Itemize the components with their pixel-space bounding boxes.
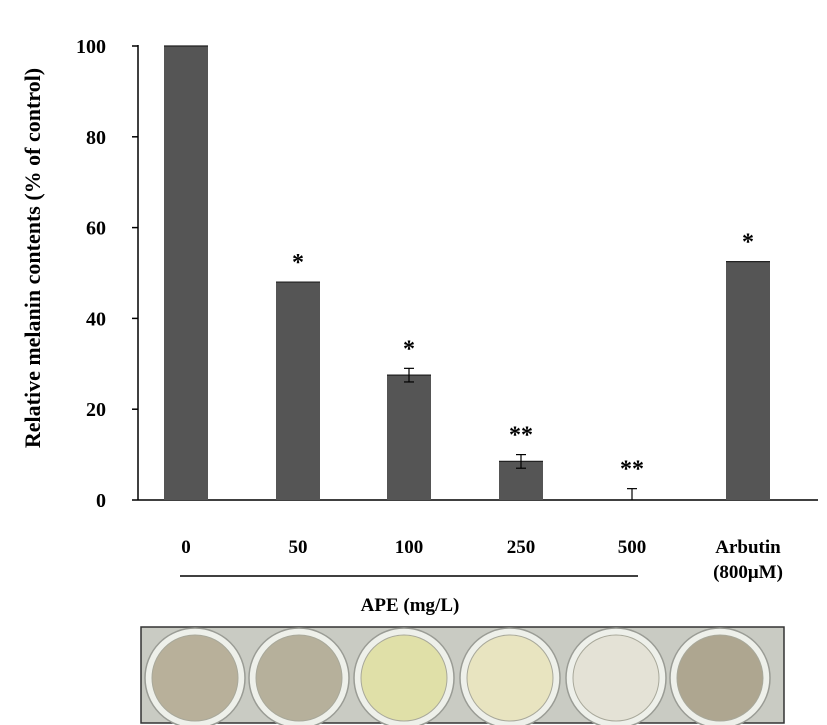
- y-tick-label: 100: [76, 36, 106, 58]
- x-tick-label: 0: [181, 537, 191, 558]
- well: [255, 634, 343, 722]
- y-tick-label: 80: [86, 127, 106, 149]
- y-tick-labels: 0 20 40 60 80 100: [76, 36, 138, 512]
- well: [572, 634, 660, 722]
- x-tick-sublabel: (800μM): [713, 562, 783, 583]
- significance-mark: **: [509, 423, 533, 449]
- y-tick-label: 20: [86, 399, 106, 421]
- bars: [164, 45, 770, 500]
- y-tick-label: 0: [96, 490, 106, 512]
- significance-mark: *: [292, 250, 304, 276]
- y-axis-label: Relative melanin contents (% of control): [20, 68, 45, 448]
- significance-mark: *: [742, 230, 754, 256]
- error-bars: [404, 367, 637, 500]
- well: [466, 634, 554, 722]
- bar: [387, 375, 431, 500]
- well: [676, 634, 764, 722]
- x-tick-label: Arbutin: [715, 537, 781, 558]
- x-axis-label: APE (mg/L): [361, 595, 460, 616]
- well-plate-photo: [140, 626, 785, 725]
- significance-mark: *: [403, 336, 415, 362]
- x-tick-label: 50: [289, 537, 308, 558]
- significance-mark: **: [620, 457, 644, 483]
- well: [151, 634, 239, 722]
- bar: [726, 261, 770, 500]
- well: [360, 634, 448, 722]
- bar: [164, 46, 208, 500]
- x-tick-labels: 0 50 100 250 500 Arbutin (800μM): [181, 537, 783, 583]
- bar: [276, 282, 320, 500]
- x-tick-label: 100: [395, 537, 424, 558]
- y-tick-label: 60: [86, 218, 106, 240]
- y-tick-label: 40: [86, 308, 106, 330]
- significance-annotations: *******: [292, 230, 754, 483]
- x-tick-label: 500: [618, 537, 647, 558]
- x-tick-label: 250: [507, 537, 536, 558]
